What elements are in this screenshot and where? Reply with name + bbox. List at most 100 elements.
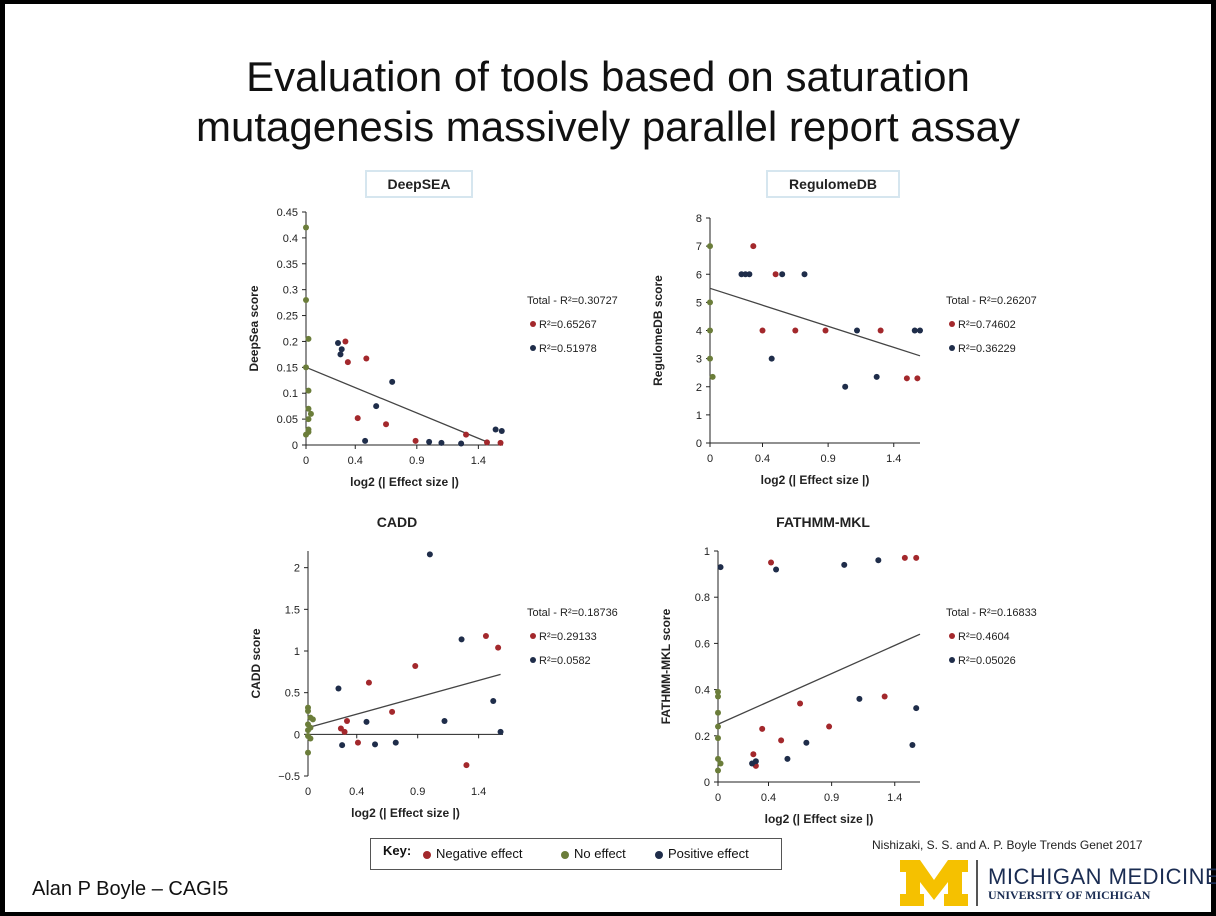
deepsea-r2-label: R²=0.51978: [539, 343, 597, 355]
fathmm-r2-dot-icon: [949, 657, 955, 663]
cadd-point: [341, 728, 348, 735]
cadd-point: [458, 636, 465, 643]
regulomedb-point: [709, 373, 716, 380]
cadd-point: [339, 742, 346, 749]
deepsea-y-tick-label: 0.45: [277, 207, 298, 219]
legend-none-label: No effect: [574, 846, 626, 861]
deepsea-y-tick-label: 0.25: [277, 311, 298, 323]
cadd-y-tick-label: 1.5: [285, 604, 300, 616]
regulomedb-point: [873, 373, 880, 380]
cadd-point: [305, 749, 311, 756]
deepsea-y-tick-label: 0.05: [277, 414, 298, 426]
deepsea-y-tick-label: 0.2: [283, 336, 298, 348]
cadd-y-tick-label: −0.5: [278, 771, 300, 783]
deepsea-point: [303, 224, 309, 231]
cadd-point: [426, 551, 433, 558]
fathmm-x-tick-label: 0: [715, 792, 721, 804]
deepsea-point: [492, 426, 499, 433]
regulomedb-point: [877, 327, 884, 334]
regulomedb-trend-line: [709, 287, 921, 357]
cadd-r2-label: R²=0.29133: [539, 631, 597, 643]
deepsea-x-tick-label: 0.9: [409, 455, 424, 467]
cadd-point: [495, 644, 502, 651]
deepsea-point: [338, 346, 345, 353]
legend-negative-label: Negative effect: [436, 846, 523, 861]
cadd-y-tick-label: 1: [294, 646, 300, 658]
fathmm-point: [750, 751, 757, 758]
deepsea-point: [383, 421, 390, 428]
regulomedb-point: [917, 327, 923, 334]
cadd-point: [365, 679, 372, 686]
fathmm-r2-total-label: Total - R²=0.16833: [946, 607, 1037, 619]
regulomedb-x-axis-title: log2 (| Effect size |): [761, 473, 870, 487]
author-footer: Alan P Boyle – CAGI5: [32, 878, 229, 900]
regulomedb-point: [707, 355, 713, 362]
cadd-x-tick-label: 0: [305, 786, 311, 798]
deepsea-y-tick-label: 0.4: [283, 233, 298, 245]
fathmm-point: [797, 700, 804, 707]
regulomedb-point: [914, 375, 921, 382]
citation: Nishizaki, S. S. and A. P. Boyle Trends …: [872, 838, 1143, 852]
regulomedb-r2-label: R²=0.36229: [958, 343, 1016, 355]
deepsea-y-axis-title: DeepSea score: [247, 285, 261, 371]
cadd-point: [482, 633, 489, 639]
regulomedb-y-tick-label: 0: [696, 438, 702, 450]
regulomedb-point: [792, 327, 799, 334]
regulomedb-point: [707, 243, 713, 250]
deepsea-point: [303, 431, 309, 438]
deepsea-point: [426, 438, 433, 445]
cadd-y-axis-title: CADD score: [249, 628, 263, 698]
fathmm-x-tick-label: 0.9: [824, 792, 839, 804]
chart-title-fathmm: FATHMM-MKL: [776, 514, 870, 530]
deepsea-point: [438, 439, 445, 446]
deepsea-y-tick-label: 0.3: [283, 285, 298, 297]
deepsea-r2-total-label: Total - R²=0.30727: [527, 295, 618, 307]
deepsea-x-tick-label: 0: [303, 455, 309, 467]
fathmm-point: [715, 709, 721, 716]
regulomedb-y-tick-label: 5: [696, 297, 702, 309]
regulomedb-x-tick-label: 0.9: [820, 453, 835, 465]
fathmm-x-tick-label: 0.4: [761, 792, 776, 804]
cadd-y-tick-label: 2: [294, 563, 300, 575]
regulomedb-y-tick-label: 1: [696, 410, 702, 422]
fathmm-point: [856, 695, 863, 702]
cadd-x-axis-title: log2 (| Effect size |): [351, 806, 460, 820]
fathmm-point: [881, 693, 888, 700]
regulomedb-point: [750, 243, 757, 250]
cadd-point: [497, 728, 504, 735]
regulomedb-point: [801, 271, 808, 278]
fathmm-y-tick-label: 0: [704, 777, 710, 789]
deepsea-point: [305, 416, 312, 423]
deepsea-y-tick-label: 0.35: [277, 259, 298, 271]
legend-key: Key: Negative effect No effect Positive …: [370, 838, 782, 870]
regulomedb-y-tick-label: 6: [696, 269, 702, 281]
deepsea-point: [463, 431, 470, 438]
cadd-trend-line: [307, 673, 501, 729]
fathmm-point: [803, 739, 810, 746]
cadd-point: [392, 739, 399, 746]
logo-title: MICHIGAN MEDICINE: [988, 864, 1216, 889]
fathmm-y-tick-label: 0.2: [695, 731, 710, 743]
cadd-point: [463, 762, 470, 769]
regulomedb-y-axis-title: RegulomeDB score: [651, 275, 665, 386]
fathmm-point: [826, 723, 833, 730]
deepsea-point: [389, 378, 396, 385]
title-line-1: Evaluation of tools based on saturation: [246, 53, 970, 100]
fathmm-point: [909, 742, 916, 749]
fathmm-x-tick-label: 1.4: [887, 792, 902, 804]
cadd-point: [309, 716, 316, 723]
fathmm-point: [717, 760, 724, 767]
deepsea-r2-label: R²=0.65267: [539, 319, 597, 331]
fathmm-y-tick-label: 0.8: [695, 592, 710, 604]
regulomedb-point: [779, 271, 786, 278]
deepsea-x-axis-title: log2 (| Effect size |): [350, 475, 459, 489]
regulomedb-point: [772, 271, 779, 278]
fathmm-point: [841, 561, 848, 568]
cadd-x-tick-label: 0.4: [349, 786, 364, 798]
regulomedb-y-tick-label: 2: [696, 382, 702, 394]
fathmm-x-axis-title: log2 (| Effect size |): [765, 812, 874, 826]
deepsea-x-tick-label: 0.4: [348, 455, 363, 467]
chart-title-regulomedb: RegulomeDB: [766, 170, 900, 198]
cadd-r2-total-label: Total - R²=0.18736: [527, 607, 618, 619]
